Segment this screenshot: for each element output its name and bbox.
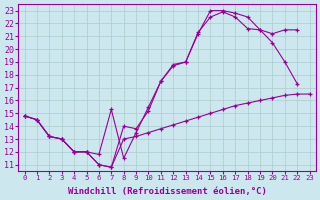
X-axis label: Windchill (Refroidissement éolien,°C): Windchill (Refroidissement éolien,°C) (68, 187, 267, 196)
